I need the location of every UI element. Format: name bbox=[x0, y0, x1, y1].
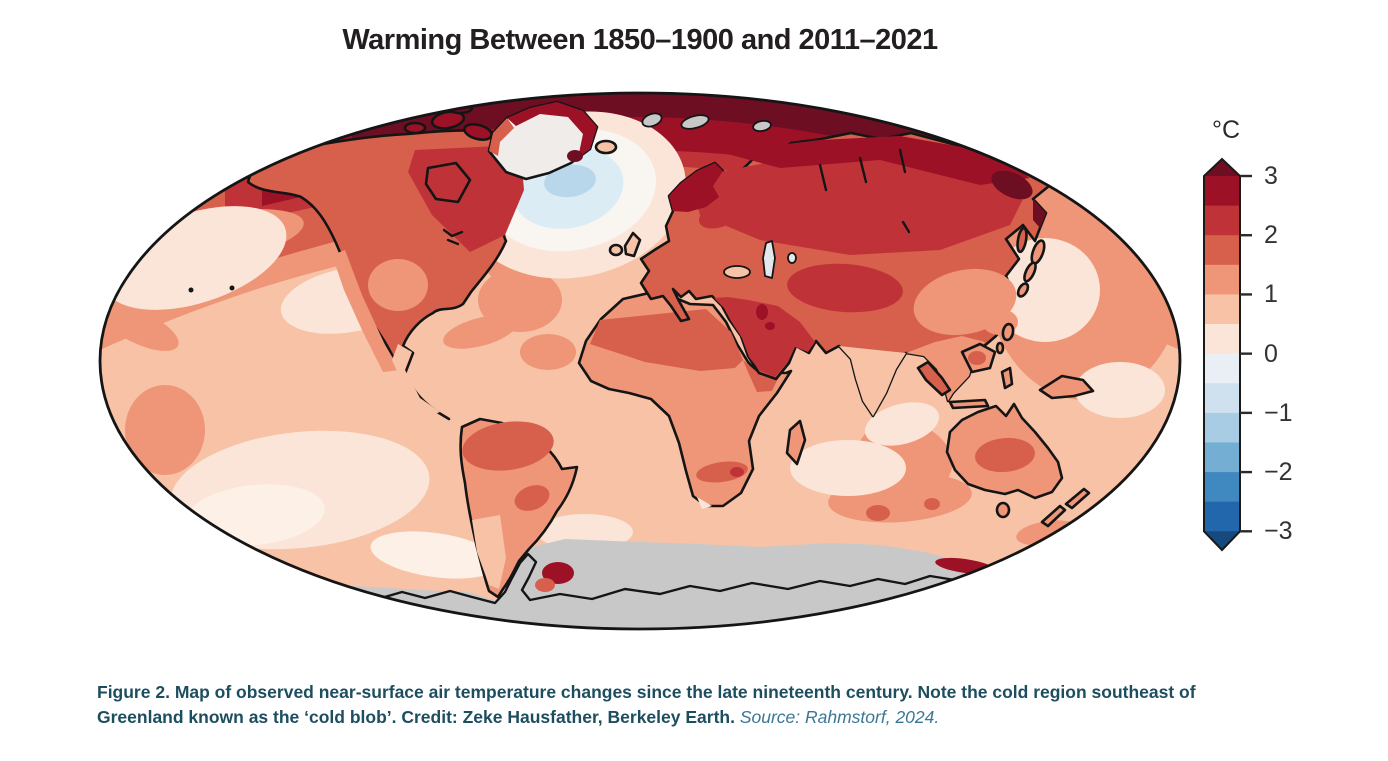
colorbar-tick-label: 3 bbox=[1264, 162, 1278, 190]
hawaii-islands bbox=[188, 285, 235, 293]
colorbar-tick-label: 2 bbox=[1264, 221, 1278, 250]
colorbar-segment bbox=[1204, 501, 1240, 532]
japan bbox=[1016, 226, 1046, 298]
colorbar-segment bbox=[1204, 324, 1240, 355]
south-america bbox=[459, 417, 579, 599]
colorbar-segment bbox=[1204, 294, 1240, 325]
colorbar-segment bbox=[1204, 264, 1240, 295]
madagascar bbox=[785, 419, 807, 466]
colorbar-segment bbox=[1204, 176, 1240, 207]
colorbar-segment bbox=[1204, 412, 1240, 443]
colorbar-tick-label: −3 bbox=[1264, 517, 1293, 546]
colorbar-segment bbox=[1204, 383, 1240, 414]
colorbar-tick-label: −2 bbox=[1264, 458, 1293, 487]
colorbar-segments bbox=[1204, 176, 1240, 532]
colorbar-tick-label: −1 bbox=[1264, 398, 1293, 427]
continents bbox=[188, 100, 1095, 599]
colorbar-segment bbox=[1204, 205, 1240, 236]
caption-figure-label: Figure 2. bbox=[97, 682, 170, 702]
eurasia bbox=[639, 131, 1051, 418]
iceland bbox=[594, 139, 618, 155]
colorbar-tickmarks bbox=[1240, 174, 1252, 533]
colorbar bbox=[1203, 157, 1252, 552]
colorbar-arrow-bottom bbox=[1204, 531, 1240, 550]
colorbar-tick-label: 0 bbox=[1264, 339, 1278, 368]
caption-source: Source: Rahmstorf, 2024. bbox=[739, 706, 940, 727]
north-america bbox=[246, 101, 531, 421]
arctic-ice-spots bbox=[641, 112, 772, 133]
figure-caption: Figure 2. Map of observed near-surface a… bbox=[97, 680, 1237, 729]
colorbar-arrow-top bbox=[1204, 159, 1240, 176]
colorbar-segment bbox=[1204, 472, 1240, 503]
colorbar-unit-label: °C bbox=[1211, 116, 1241, 144]
new-zealand bbox=[1040, 487, 1091, 528]
caption-text: Map of observed near-surface air tempera… bbox=[97, 682, 1196, 727]
southeast-asian-islands bbox=[916, 322, 1015, 410]
colorbar-segment bbox=[1204, 353, 1240, 384]
colorbar-tick-label: 1 bbox=[1264, 280, 1278, 309]
map-rim bbox=[98, 91, 1182, 631]
british-isles bbox=[608, 231, 642, 258]
figure-title: Warming Between 1850–1900 and 2011–2021 bbox=[342, 24, 938, 56]
australia bbox=[945, 402, 1064, 519]
antarctic-coastline bbox=[318, 552, 980, 605]
new-guinea bbox=[1038, 374, 1095, 400]
colorbar-segment bbox=[1204, 235, 1240, 266]
greenland bbox=[487, 100, 599, 181]
africa bbox=[577, 291, 793, 509]
colorbar-segment bbox=[1204, 442, 1240, 473]
